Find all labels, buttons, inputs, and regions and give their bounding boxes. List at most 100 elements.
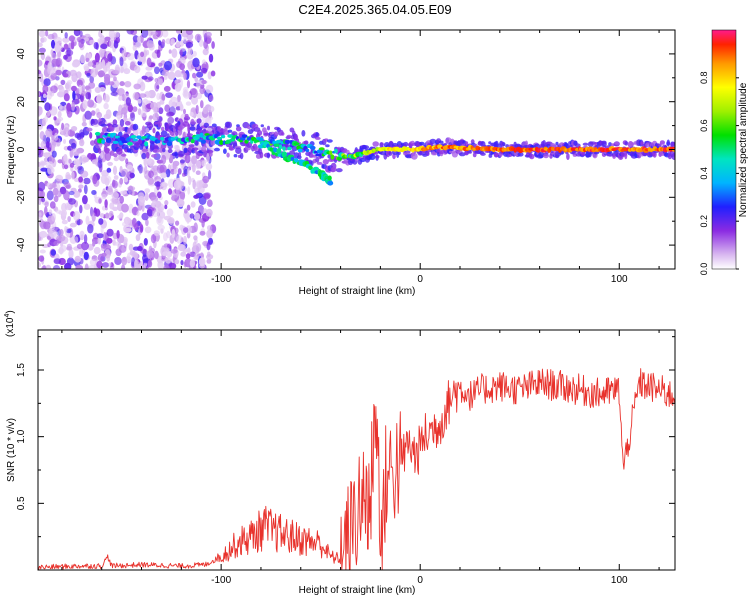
spectrogram-halo-blob <box>315 132 319 137</box>
spectrogram-halo-blob <box>97 147 102 154</box>
colorbar-tick-label: 0.6 <box>699 119 709 132</box>
spectrogram-noise-blob <box>67 216 71 222</box>
spectrogram-halo-blob <box>235 147 242 155</box>
spectrogram-noise-blob <box>51 58 59 67</box>
spectrogram-noise-blob <box>44 206 48 216</box>
spectrogram-noise-blob <box>173 169 177 175</box>
snr-multiplier: (x104) <box>4 310 16 337</box>
spectrogram-noise-blob <box>112 69 120 74</box>
spectrogram-noise-blob <box>85 57 90 63</box>
spectrogram-noise-blob <box>98 198 102 204</box>
spectrogram-halo-blob <box>601 140 607 145</box>
spectrogram-noise-blob <box>71 171 75 180</box>
spectrogram-noise-blob <box>119 119 125 127</box>
spectrogram-xlabel: Height of straight line (km) <box>299 286 416 297</box>
spectrogram-noise-blob <box>110 91 118 97</box>
spectrogram-noise-blob <box>78 184 84 189</box>
spectrogram-noise-blob <box>208 53 214 63</box>
spectrogram-noise-blob <box>86 72 91 78</box>
spectrogram-noise-blob <box>173 179 181 190</box>
spectrogram-noise-blob <box>205 208 213 217</box>
spectrogram-noise-blob <box>192 72 197 79</box>
spectrogram-noise-blob <box>101 252 107 257</box>
spectrogram-noise-blob <box>73 30 81 37</box>
spectrogram-noise-blob <box>113 175 119 180</box>
spectrogram-halo-blob <box>226 121 232 129</box>
spectrogram-noise-blob <box>193 194 200 199</box>
spectrogram-noise-blob <box>53 116 57 121</box>
spectrogram-noise-blob <box>168 217 175 226</box>
spectrogram-noise-blob <box>185 30 193 35</box>
y-tick-label: 1.5 <box>16 363 27 377</box>
spectrogram-noise-blob <box>205 31 212 38</box>
spectrogram-noise-blob <box>163 85 171 92</box>
spectrogram-noise-blob <box>38 198 42 205</box>
spectrogram-noise-blob <box>80 54 86 64</box>
spectrogram-noise-blob <box>59 104 63 110</box>
spectrogram-noise-blob <box>163 247 170 253</box>
spectrogram-noise-blob <box>161 39 166 45</box>
spectrogram-noise-blob <box>117 88 125 96</box>
spectrogram-noise-blob <box>179 159 186 164</box>
spectrogram-noise-blob <box>183 72 187 80</box>
spectrogram-noise-blob <box>81 241 89 251</box>
spectrogram-track-blob <box>127 141 133 146</box>
spectrogram-noise-blob <box>168 99 173 107</box>
spectrogram-noise-blob <box>38 70 42 75</box>
spectrogram-halo-blob <box>375 155 380 159</box>
spectrogram-branch-blob <box>281 151 288 158</box>
spectrogram-halo-blob <box>315 156 320 163</box>
spectrogram-noise-blob <box>71 149 75 156</box>
spectrogram-noise-blob <box>38 212 42 218</box>
spectrogram-noise-blob <box>128 185 134 195</box>
spectrogram-halo-blob <box>182 121 190 127</box>
spectrogram-noise-blob <box>210 70 216 77</box>
spectrogram-halo-blob <box>529 153 535 160</box>
spectrogram-track-blob <box>278 144 283 150</box>
spectrogram-noise-blob <box>143 158 148 167</box>
spectrogram-halo-blob <box>362 145 370 150</box>
spectrogram-track-blob <box>297 148 303 153</box>
spectrogram-track-blob <box>94 131 101 136</box>
spectrogram-noise-blob <box>131 257 136 267</box>
spectrogram-noise-blob <box>103 102 109 110</box>
spectrogram-noise-blob <box>61 202 67 212</box>
spectrogram-noise-blob <box>205 163 213 171</box>
spectrogram-halo-blob <box>438 140 444 144</box>
spectrogram-noise-blob <box>63 54 68 60</box>
spectrogram-noise-blob <box>91 159 98 165</box>
spectrogram-noise-blob <box>126 30 135 35</box>
spectrogram-halo-blob <box>160 130 168 138</box>
spectrogram-noise-blob <box>93 246 101 255</box>
spectrogram-noise-blob <box>58 85 65 96</box>
spectrogram-track-blob <box>214 134 218 139</box>
spectrogram-noise-blob <box>126 52 135 61</box>
spectrogram-noise-blob <box>146 40 154 48</box>
spectrogram-noise-blob <box>91 212 96 222</box>
spectrogram-noise-blob <box>105 109 112 119</box>
spectrogram-noise-blob <box>117 214 123 219</box>
spectrogram-noise-blob <box>156 92 161 101</box>
spectrogram-noise-blob <box>87 223 94 234</box>
spectrogram-halo-blob <box>100 123 108 127</box>
spectrogram-noise-blob <box>50 90 55 97</box>
spectrogram-noise-blob <box>79 95 84 101</box>
spectrogram-noise-blob <box>54 36 63 45</box>
spectrogram-y-axis: -40 -20 0 20 40 <box>16 48 675 252</box>
spectrogram-noise-blob <box>141 30 149 38</box>
spectrogram-noise-blob <box>66 243 72 251</box>
spectrogram-noise-blob <box>179 103 184 112</box>
spectrogram-halo-blob <box>203 122 209 128</box>
colorbar-label: Normalized spectral amplitude <box>738 82 749 217</box>
spectrogram-halo-blob <box>121 153 127 157</box>
spectrogram-noise-blob <box>101 262 110 268</box>
spectrogram-noise-blob <box>100 174 108 185</box>
spectrogram-noise-blob <box>201 79 207 85</box>
spectrogram-halo-blob <box>223 148 227 154</box>
spectrogram-noise-blob <box>180 251 187 257</box>
spectrogram-track-blob <box>305 148 310 153</box>
spectrogram-noise-blob <box>177 168 182 175</box>
spectrogram-noise-blob <box>74 255 82 263</box>
spectrogram-noise-blob <box>60 79 66 86</box>
spectrogram-track-blob <box>284 139 291 144</box>
